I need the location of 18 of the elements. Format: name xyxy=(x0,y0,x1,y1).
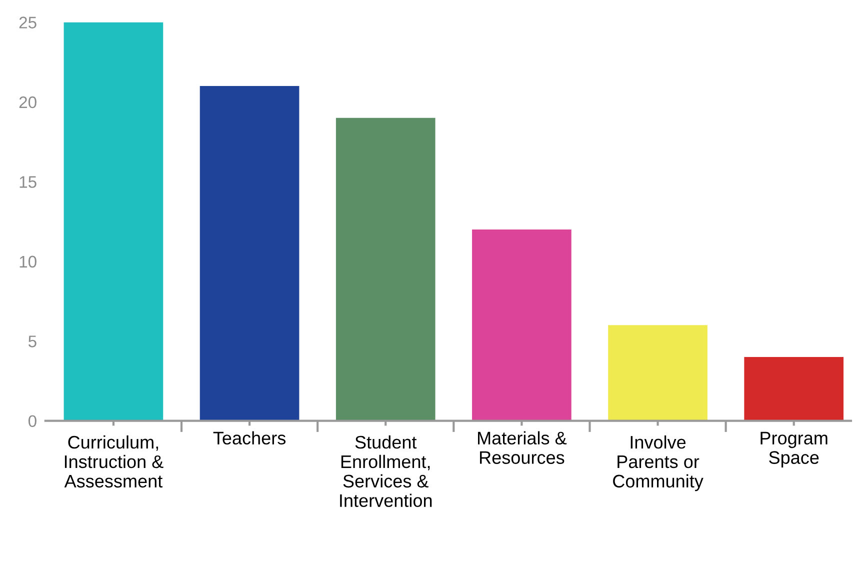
x-tick-label: Program Space xyxy=(760,432,828,468)
x-tick-label: Teachers xyxy=(213,431,286,445)
bar xyxy=(744,357,844,421)
bar xyxy=(472,230,572,421)
y-tick-label: 25 xyxy=(19,16,36,28)
y-tick-label: 10 xyxy=(20,256,36,268)
x-tick-label: Student Enrollment, Services & Intervention xyxy=(340,435,432,508)
y-tick-label: 5 xyxy=(28,336,36,348)
x-tick-label: Materials & Resources xyxy=(478,431,567,464)
y-tick-label: 0 xyxy=(28,415,36,428)
bar xyxy=(336,118,436,421)
x-tick-label: Involve Parents or Community xyxy=(613,435,704,492)
bar xyxy=(64,22,164,421)
bar xyxy=(608,325,708,421)
y-tick-label: 20 xyxy=(19,96,36,108)
bar xyxy=(200,86,300,421)
x-tick-label: Curriculum, Instruction & Assessment xyxy=(64,435,164,488)
y-tick-label: 15 xyxy=(20,176,36,188)
